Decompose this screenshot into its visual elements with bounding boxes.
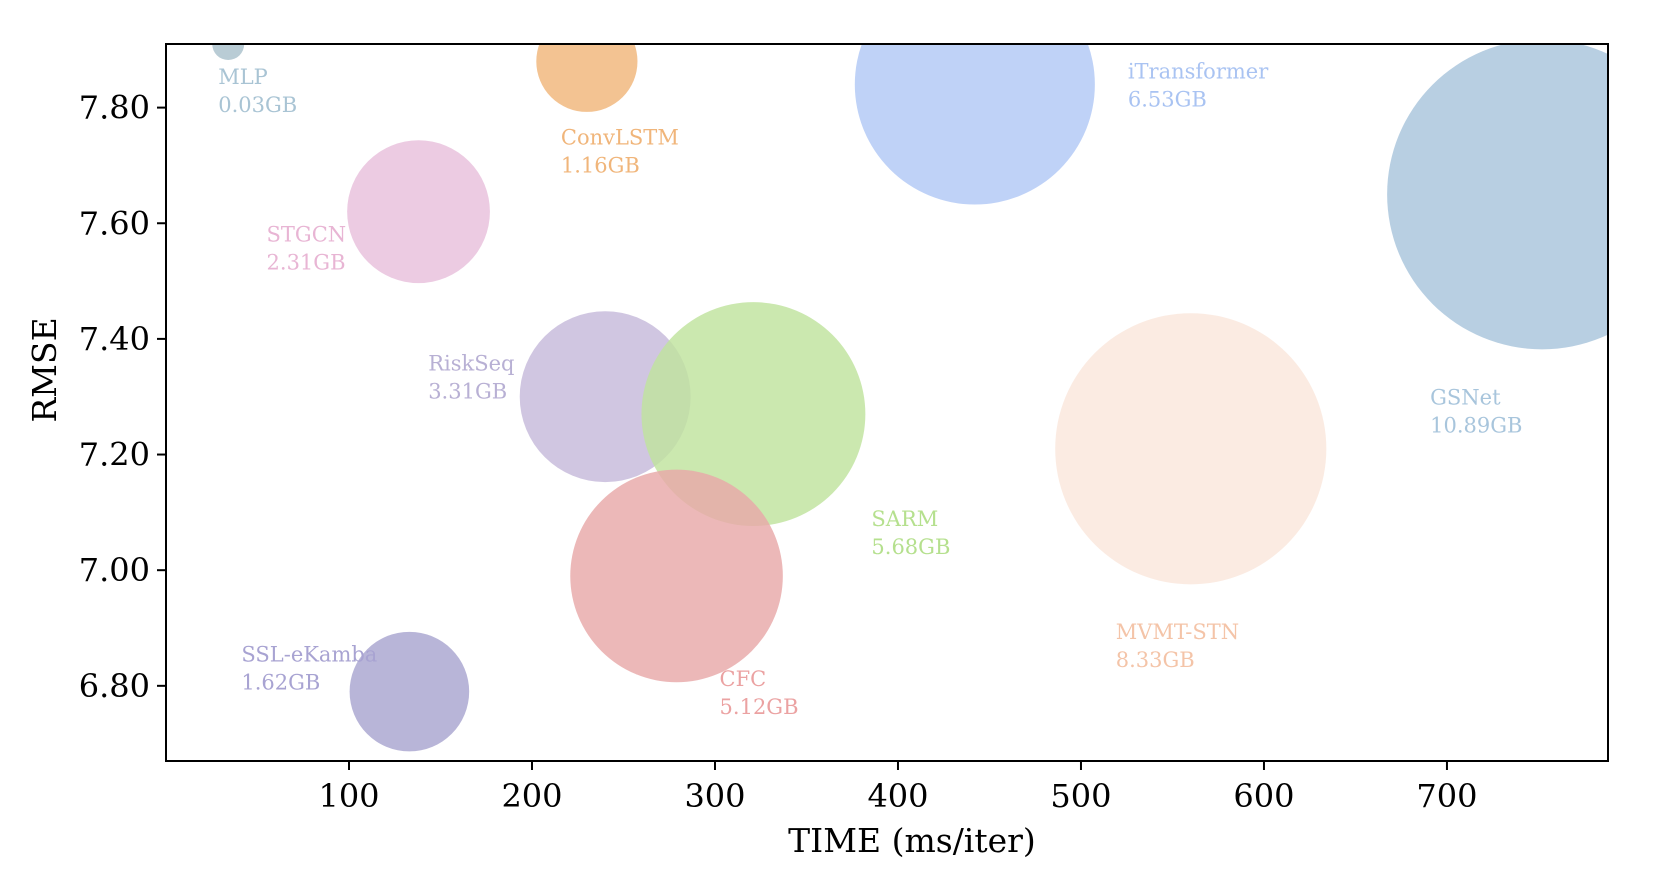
bubble-stgcn bbox=[347, 140, 490, 284]
bubble-label-convlstm: ConvLSTM bbox=[561, 125, 679, 149]
bubble-mvmt-stn bbox=[1055, 313, 1327, 585]
bubble-label-itransformer: iTransformer bbox=[1128, 59, 1269, 83]
bubble-memory-ssl-ekamba: 1.62GB bbox=[241, 671, 320, 695]
bubble-label-mlp: MLP bbox=[218, 65, 268, 89]
y-tick-label: 6.80 bbox=[79, 667, 150, 705]
bubble-label-gsnet: GSNet bbox=[1430, 385, 1501, 409]
bubble-sarm bbox=[641, 302, 866, 527]
bubble-gsnet bbox=[1387, 44, 1608, 350]
y-tick-label: 7.40 bbox=[79, 320, 150, 358]
x-tick-label: 400 bbox=[867, 777, 928, 815]
bubble-memory-itransformer: 6.53GB bbox=[1128, 87, 1207, 111]
bubble-memory-riskseq: 3.31GB bbox=[428, 380, 507, 404]
x-tick-label: 600 bbox=[1233, 777, 1294, 815]
bubble-memory-mlp: 0.03GB bbox=[218, 93, 297, 117]
bubble-memory-convlstm: 1.16GB bbox=[561, 153, 640, 177]
bubble-label-stgcn: STGCN bbox=[267, 223, 347, 247]
bubble-label-cfc: CFC bbox=[720, 667, 767, 691]
bubble-ssl-ekamba bbox=[349, 631, 470, 752]
x-axis-title: TIME (ms/iter) bbox=[788, 821, 1036, 860]
y-tick-label: 7.60 bbox=[79, 204, 150, 242]
bubble-convlstm bbox=[536, 44, 638, 112]
y-axis: 6.80 7.00 7.20 7.40 7.60 7.80 bbox=[79, 89, 166, 705]
y-tick-label: 7.80 bbox=[79, 89, 150, 127]
y-axis-title: RMSE bbox=[25, 317, 64, 422]
x-tick-label: 100 bbox=[318, 777, 379, 815]
y-tick-label: 7.20 bbox=[79, 436, 150, 474]
x-tick-label: 500 bbox=[1050, 777, 1111, 815]
bubble-cfc bbox=[570, 469, 783, 683]
plot-frame bbox=[165, 43, 1609, 762]
bubble-label-sarm: SARM bbox=[871, 507, 938, 531]
bubble-label-riskseq: RiskSeq bbox=[428, 352, 514, 376]
bubble-memory-mvmt-stn: 8.33GB bbox=[1116, 648, 1195, 672]
bubble-layer bbox=[212, 44, 1608, 752]
bubble-memory-stgcn: 2.31GB bbox=[267, 251, 346, 275]
bubble-memory-sarm: 5.68GB bbox=[871, 535, 950, 559]
bubble-label-layer: MLP 0.03GB ConvLSTM 1.16GB iTransformer 6.53G… bbox=[218, 59, 1522, 718]
x-tick-label: 300 bbox=[684, 777, 745, 815]
x-tick-label: 700 bbox=[1416, 777, 1477, 815]
bubble-memory-gsnet: 10.89GB bbox=[1430, 413, 1522, 437]
bubble-label-mvmt-stn: MVMT-STN bbox=[1116, 620, 1239, 644]
bubble-memory-cfc: 5.12GB bbox=[720, 695, 799, 719]
bubble-label-ssl-ekamba: SSL-eKamba bbox=[241, 643, 377, 667]
x-tick-label: 200 bbox=[501, 777, 562, 815]
bubble-mlp bbox=[212, 44, 245, 60]
y-tick-label: 7.00 bbox=[79, 551, 150, 589]
x-axis: 100 200 300 400 500 600 700 bbox=[318, 761, 1478, 815]
bubble-itransformer bbox=[854, 44, 1095, 205]
